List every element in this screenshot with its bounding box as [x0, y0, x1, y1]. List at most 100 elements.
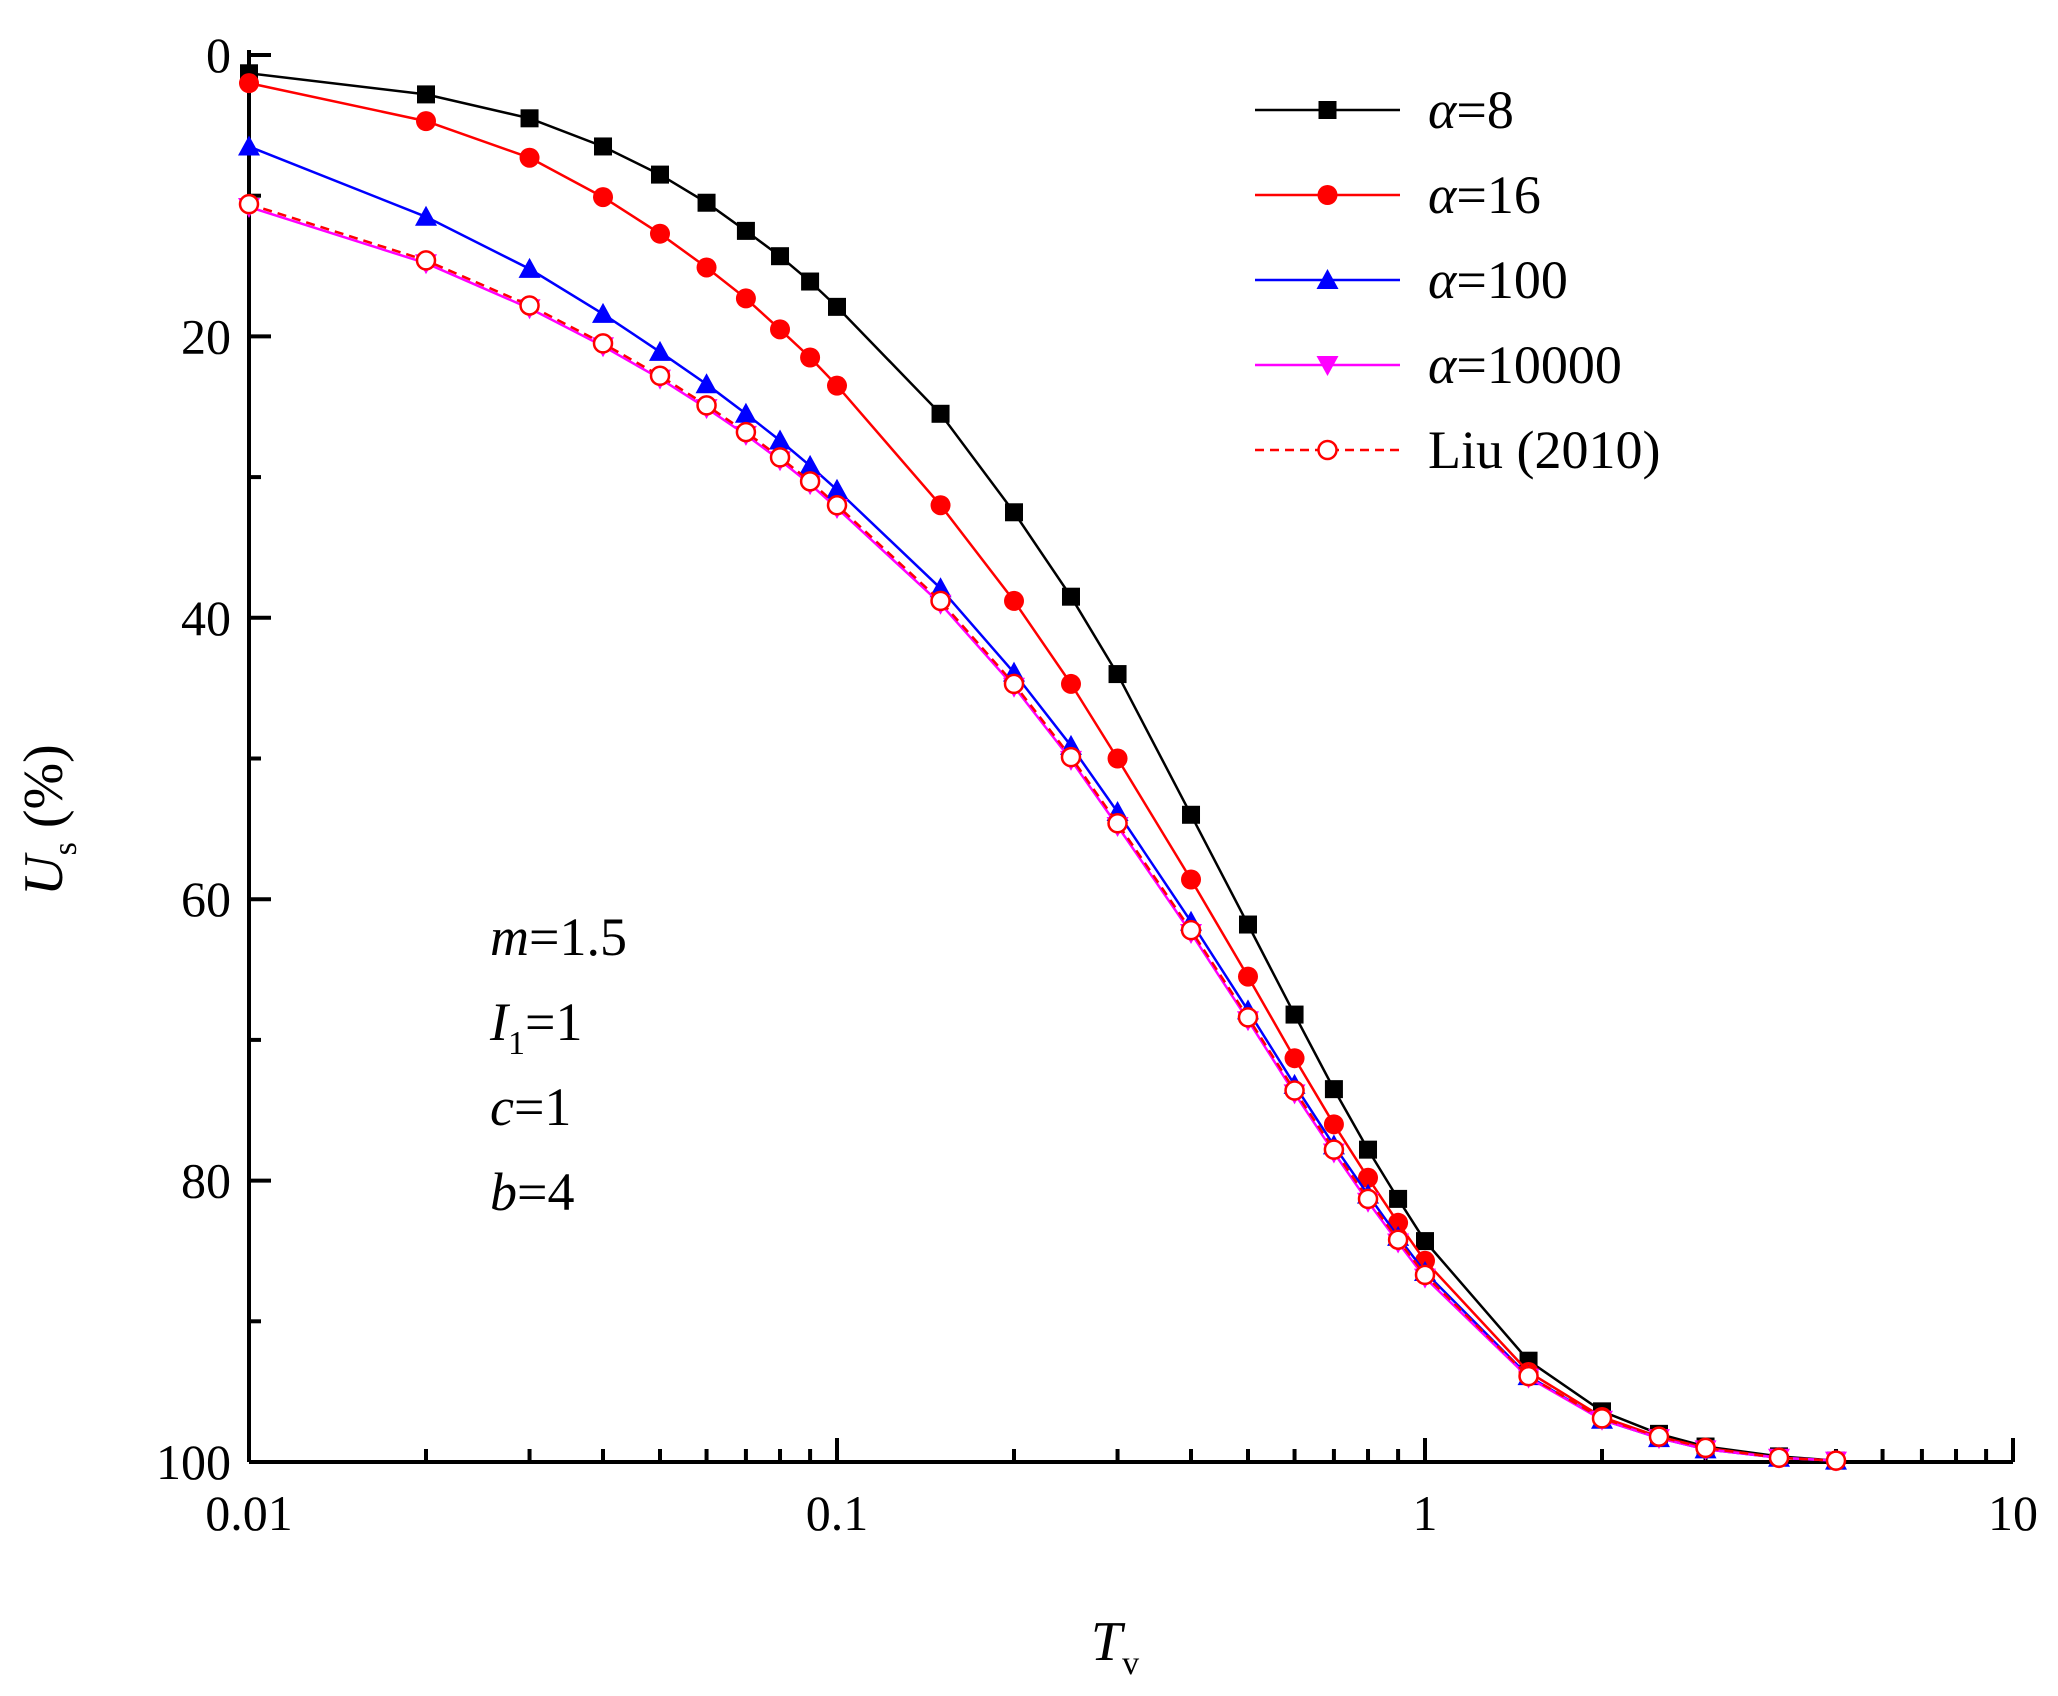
legend-label: α=10000: [1428, 335, 1622, 395]
legend-marker: [1316, 356, 1339, 376]
legend: α=8 α=16 α=100 α=10000 Liu (2010): [1255, 80, 1660, 480]
legend-item-4: Liu (2010): [1255, 420, 1660, 480]
legend-label: α=8: [1428, 80, 1514, 140]
data-point: [519, 295, 540, 316]
data-point: [1648, 1426, 1670, 1447]
data-point: [1284, 1048, 1305, 1069]
data-point: [592, 302, 615, 323]
data-point: [415, 250, 437, 271]
data-point: [520, 109, 539, 128]
data-point: [799, 454, 822, 475]
data-point: [1060, 673, 1081, 694]
legend-marker: [1317, 185, 1338, 205]
data-point: [1414, 1264, 1436, 1286]
data-point: [828, 297, 846, 316]
data-point: [1284, 1080, 1305, 1101]
data-point: [1591, 1408, 1613, 1429]
data-point: [735, 421, 757, 443]
data-point: [417, 85, 436, 104]
data-point: [1695, 1437, 1716, 1459]
data-point: [735, 288, 756, 309]
data-point: [1238, 915, 1257, 934]
data-point: [1182, 805, 1201, 824]
data-point: [1416, 1232, 1434, 1251]
legend-item-1: α=16: [1255, 165, 1541, 225]
data-point: [1107, 812, 1128, 834]
data-point: [771, 247, 790, 266]
x-tick-label: 10: [1988, 1485, 2038, 1541]
y-tick-label: 20: [181, 308, 231, 364]
legend-item-0: α=8: [1255, 80, 1514, 140]
legend-label: α=100: [1428, 250, 1568, 310]
data-point: [801, 272, 820, 291]
data-point: [1181, 869, 1202, 890]
data-point: [594, 137, 613, 156]
data-point: [519, 147, 540, 168]
data-point: [696, 257, 717, 278]
data-point: [929, 577, 952, 598]
series-group: [238, 64, 1847, 1472]
y-tick-label: 100: [156, 1434, 231, 1490]
data-point: [649, 365, 671, 387]
data-point: [1237, 966, 1258, 987]
data-point: [649, 223, 670, 244]
data-point: [238, 135, 260, 156]
y-tick-label: 40: [181, 590, 231, 646]
data-point: [1518, 1365, 1539, 1387]
series-line: [248, 205, 1837, 1462]
data-point: [770, 319, 791, 340]
data-point: [695, 373, 718, 394]
legend-marker: [1318, 101, 1337, 119]
x-axis-title: Tv: [1091, 1611, 1139, 1682]
data-point: [518, 257, 541, 278]
data-point: [697, 193, 716, 212]
data-point: [1061, 587, 1080, 606]
legend-marker: [1316, 269, 1339, 289]
x-tick-label: 0.1: [806, 1485, 869, 1541]
data-point: [1358, 1167, 1379, 1188]
data-point: [1323, 1139, 1345, 1160]
y-tick-label: 80: [181, 1153, 231, 1209]
annotation-I1: I1=1: [489, 992, 582, 1062]
data-point: [1389, 1189, 1408, 1208]
data-point: [1107, 748, 1128, 769]
data-point: [696, 395, 717, 416]
legend-label: Liu (2010): [1428, 420, 1660, 480]
data-point: [930, 495, 951, 516]
data-point: [650, 165, 669, 184]
series-line: [248, 72, 1837, 1462]
data-point: [1323, 1114, 1344, 1135]
data-point: [931, 404, 950, 423]
parameter-annotations: m=1.5 I1=1 c=1 b=4: [489, 907, 627, 1222]
x-tick-label: 0.01: [205, 1485, 293, 1541]
data-point: [800, 347, 821, 368]
data-point: [769, 447, 791, 468]
data-point: [1324, 1080, 1343, 1099]
y-tick-label: 60: [181, 871, 231, 927]
data-point: [416, 111, 437, 132]
data-point: [1357, 1188, 1379, 1210]
data-point: [1768, 1447, 1790, 1469]
data-point: [734, 402, 757, 423]
data-point: [593, 187, 614, 208]
series-0: [240, 64, 1845, 1470]
legend-marker: [1317, 439, 1338, 461]
data-point: [1285, 1005, 1304, 1024]
data-point: [1003, 673, 1025, 695]
annotation-b: b=4: [490, 1162, 574, 1222]
data-point: [238, 193, 260, 215]
data-point: [239, 73, 259, 94]
data-point: [1387, 1229, 1409, 1250]
data-point: [1004, 590, 1025, 611]
data-point: [769, 429, 792, 450]
data-point: [736, 221, 755, 240]
data-point: [1108, 665, 1127, 684]
data-point: [827, 375, 847, 396]
data-point: [1180, 919, 1202, 941]
legend-label: α=16: [1428, 165, 1541, 225]
y-axis-title: Us (%): [13, 744, 84, 896]
data-point: [1060, 746, 1082, 768]
data-point: [1359, 1140, 1378, 1159]
data-point: [930, 590, 951, 612]
